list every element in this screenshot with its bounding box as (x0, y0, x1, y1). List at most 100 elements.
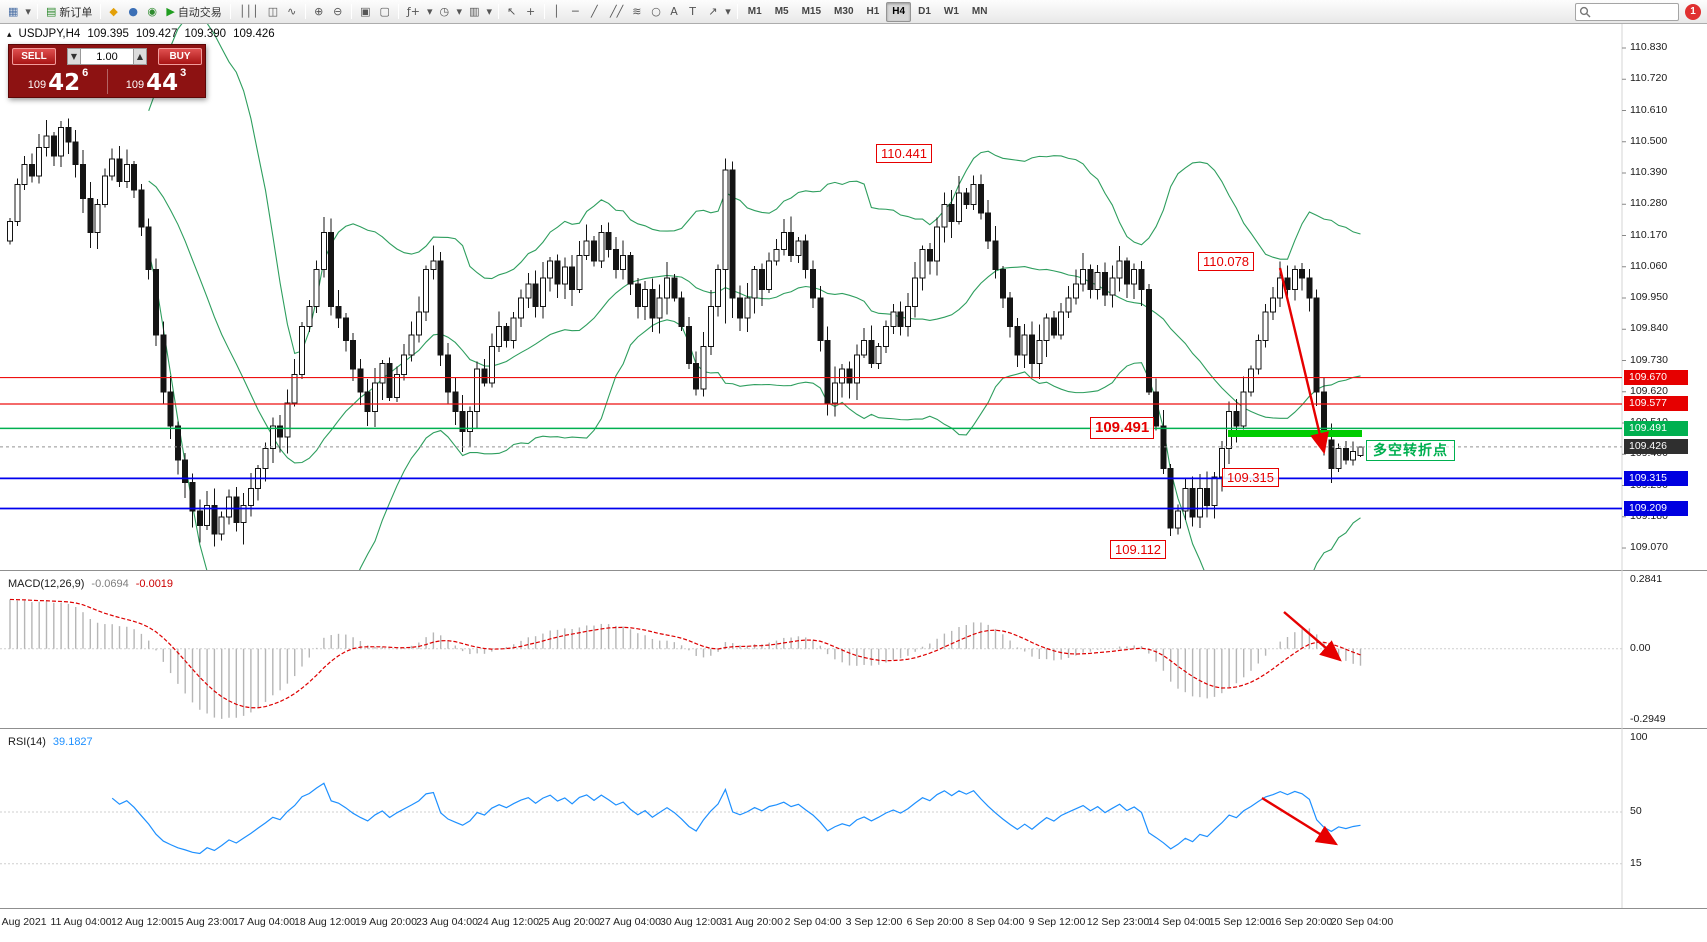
candle[interactable] (802, 234, 809, 279)
price-callout[interactable]: 109.315 (1222, 468, 1279, 487)
trend-arrow[interactable] (1278, 267, 1329, 455)
candle[interactable] (503, 323, 510, 348)
candle[interactable] (415, 296, 422, 343)
candlestick-type-button[interactable]: ◫ (264, 2, 282, 22)
autotrading-button[interactable]: ▶ 自动交易 (162, 2, 225, 22)
notification-badge[interactable]: 1 (1685, 3, 1701, 20)
candle[interactable] (1196, 474, 1203, 528)
candle[interactable] (174, 421, 181, 475)
candle[interactable] (1218, 440, 1225, 492)
candle[interactable] (262, 442, 269, 482)
candle[interactable] (729, 161, 736, 318)
candle[interactable] (335, 289, 342, 328)
candle[interactable] (897, 301, 904, 336)
candle[interactable] (328, 218, 335, 316)
candle[interactable] (919, 245, 926, 291)
candle[interactable] (364, 379, 371, 426)
candle[interactable] (474, 361, 481, 429)
candle[interactable] (481, 358, 488, 387)
volume-increase-button[interactable]: ▲ (133, 48, 147, 65)
candle[interactable] (985, 200, 992, 249)
candle[interactable] (758, 263, 765, 307)
new-order-button[interactable]: ▤ 新订单 (42, 2, 96, 22)
candle[interactable] (1087, 264, 1094, 299)
candle[interactable] (788, 216, 795, 263)
candle[interactable] (1299, 262, 1306, 291)
arrange-windows-button[interactable]: ▢ (376, 2, 394, 22)
candle[interactable] (1029, 321, 1035, 378)
search-box[interactable] (1575, 2, 1679, 21)
candle[interactable] (510, 311, 517, 349)
candle[interactable] (977, 174, 984, 220)
candle[interactable] (386, 357, 393, 401)
macd-plot[interactable] (0, 598, 1622, 719)
candle[interactable] (189, 473, 196, 528)
candle[interactable] (1072, 269, 1079, 305)
volume-decrease-button[interactable]: ▼ (67, 48, 81, 65)
candle[interactable] (196, 499, 203, 543)
candle[interactable] (539, 262, 546, 319)
candle[interactable] (65, 118, 72, 154)
vertical-line-button[interactable]: │ (549, 2, 567, 22)
candle[interactable] (284, 389, 291, 454)
ask-price[interactable]: 109 44 3 (107, 66, 205, 97)
candle[interactable] (561, 257, 568, 300)
timeframe-m1[interactable]: M1 (742, 2, 768, 22)
candle[interactable] (1167, 464, 1174, 537)
new-chart-button[interactable]: ▦ (4, 2, 22, 22)
bar-chart-type-button[interactable]: │││ (235, 2, 263, 22)
candle[interactable] (1058, 302, 1065, 340)
candle[interactable] (1306, 268, 1313, 312)
timeframe-m15[interactable]: M15 (796, 2, 827, 22)
text-button[interactable]: A (666, 2, 684, 22)
candle[interactable] (715, 264, 722, 317)
candle[interactable] (518, 289, 524, 327)
candle[interactable] (1065, 286, 1072, 318)
rsi-plot[interactable] (0, 782, 1622, 865)
timeframe-h4[interactable]: H4 (886, 1, 912, 22)
candle[interactable] (948, 189, 955, 238)
candle[interactable] (109, 148, 116, 181)
candle[interactable] (1138, 261, 1145, 307)
candle[interactable] (846, 361, 853, 399)
candle[interactable] (795, 236, 802, 264)
trend-arrow[interactable] (1261, 796, 1339, 846)
templates-button[interactable]: ▥ (465, 2, 483, 22)
periods-button[interactable]: ◷ (436, 2, 454, 22)
candle[interactable] (1269, 287, 1276, 320)
community-button[interactable]: ● (124, 2, 142, 22)
candle[interactable] (466, 406, 473, 447)
candle[interactable] (525, 272, 532, 308)
candle[interactable] (437, 251, 444, 366)
price-axis-tag[interactable]: 109.577 (1624, 396, 1688, 412)
candle[interactable] (605, 222, 612, 258)
volume-input[interactable] (81, 48, 133, 65)
price-callout[interactable]: 109.491 (1090, 417, 1155, 439)
candle[interactable] (642, 281, 649, 320)
candle[interactable] (291, 358, 298, 407)
channel-button[interactable]: ╱╱ (606, 2, 627, 22)
candle[interactable] (36, 133, 43, 184)
zoom-in-button[interactable]: ⊕ (310, 2, 328, 22)
candle[interactable] (912, 262, 919, 318)
price-callout[interactable]: 110.441 (876, 144, 933, 163)
candle[interactable] (94, 199, 101, 250)
candle[interactable] (868, 325, 875, 368)
candle[interactable] (941, 192, 948, 243)
chart-canvas[interactable] (0, 24, 1707, 942)
candle[interactable] (722, 158, 729, 324)
candle[interactable] (904, 293, 911, 337)
candle[interactable] (14, 178, 21, 226)
candle[interactable] (1123, 257, 1130, 299)
candle[interactable] (7, 217, 13, 245)
fibonacci-button[interactable]: ≋ (628, 2, 646, 22)
candle[interactable] (1021, 324, 1028, 369)
candle[interactable] (1043, 313, 1050, 358)
candle[interactable] (992, 226, 999, 279)
candle[interactable] (576, 241, 583, 293)
candle[interactable] (488, 333, 495, 388)
candle[interactable] (693, 351, 700, 396)
candle[interactable] (58, 120, 65, 168)
candle[interactable] (445, 343, 451, 404)
candle[interactable] (408, 321, 415, 362)
